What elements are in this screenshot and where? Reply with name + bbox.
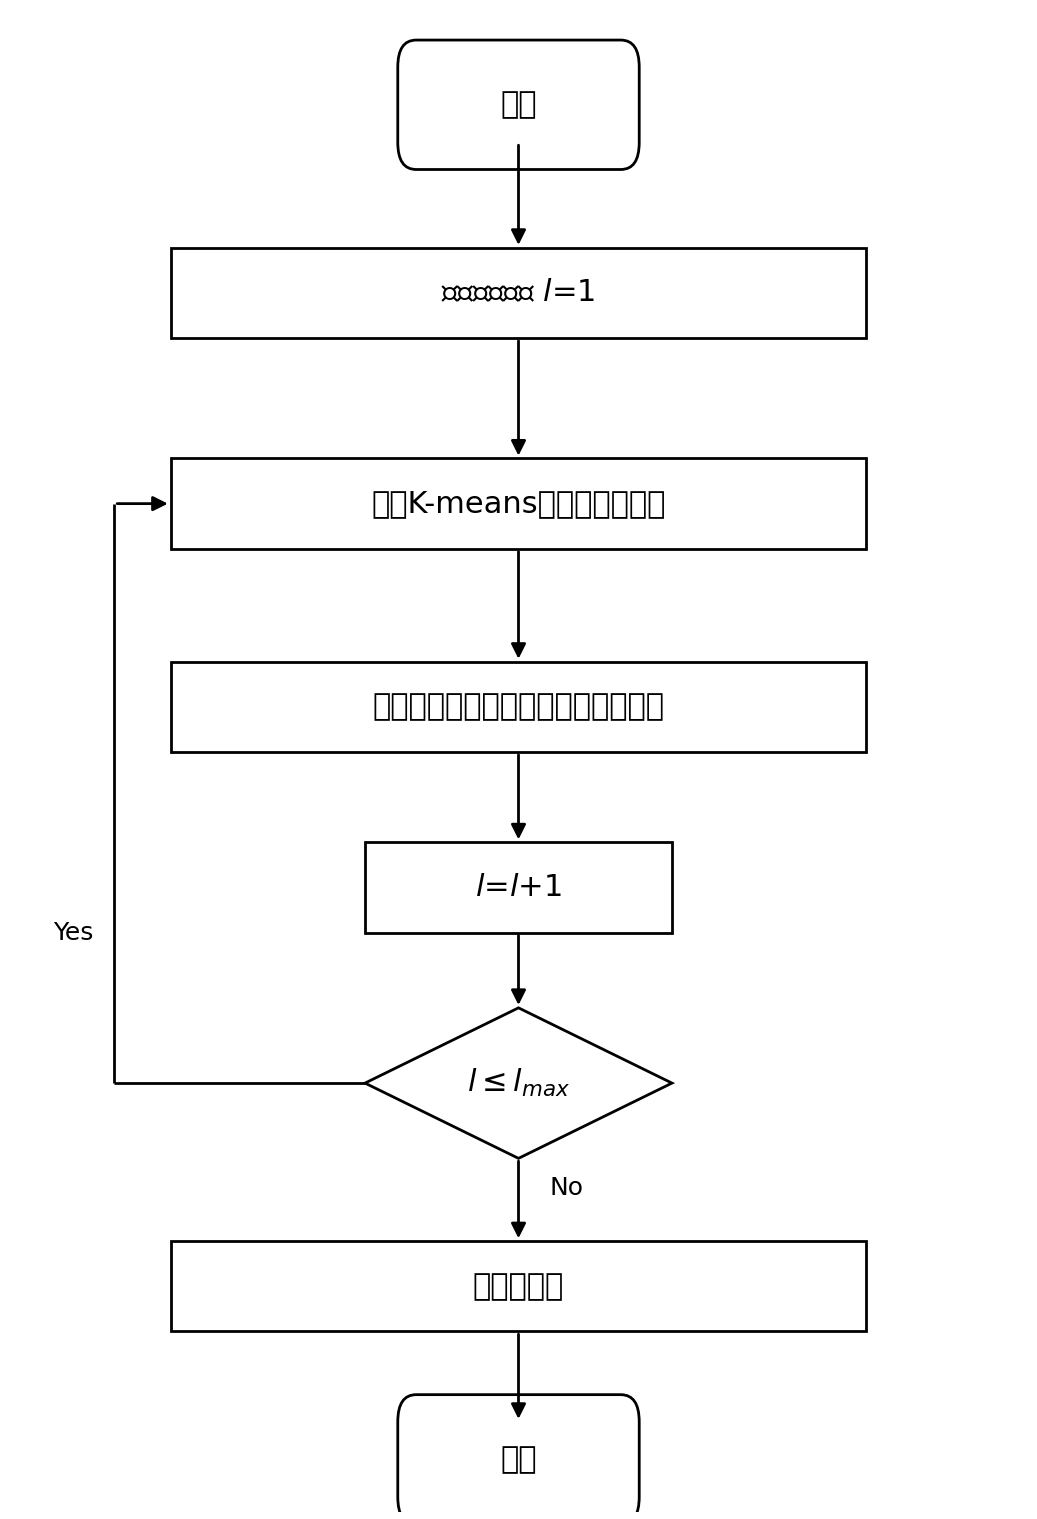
Text: 精英解选择: 精英解选择 xyxy=(473,1271,564,1300)
Text: 结束: 结束 xyxy=(500,1445,537,1473)
Text: $l$=$l$+1: $l$=$l$+1 xyxy=(475,873,562,902)
FancyBboxPatch shape xyxy=(398,39,639,170)
Text: 应用改进的变邻域搜索算法调度路径: 应用改进的变邻域搜索算法调度路径 xyxy=(372,693,665,722)
Bar xyxy=(365,842,672,933)
Text: 设置聚类数目 $l$=1: 设置聚类数目 $l$=1 xyxy=(442,278,595,307)
Text: Yes: Yes xyxy=(54,921,94,945)
Bar xyxy=(171,459,866,548)
Text: No: No xyxy=(550,1176,583,1200)
Text: $l\leq l_{max}$: $l\leq l_{max}$ xyxy=(467,1066,570,1100)
Polygon shape xyxy=(365,1007,672,1159)
Text: 利用K-means算法对顾客聚类: 利用K-means算法对顾客聚类 xyxy=(371,489,666,518)
Bar xyxy=(171,1241,866,1332)
Bar xyxy=(171,248,866,339)
FancyBboxPatch shape xyxy=(398,1394,639,1519)
Text: 开始: 开始 xyxy=(500,90,537,120)
Bar xyxy=(171,662,866,752)
